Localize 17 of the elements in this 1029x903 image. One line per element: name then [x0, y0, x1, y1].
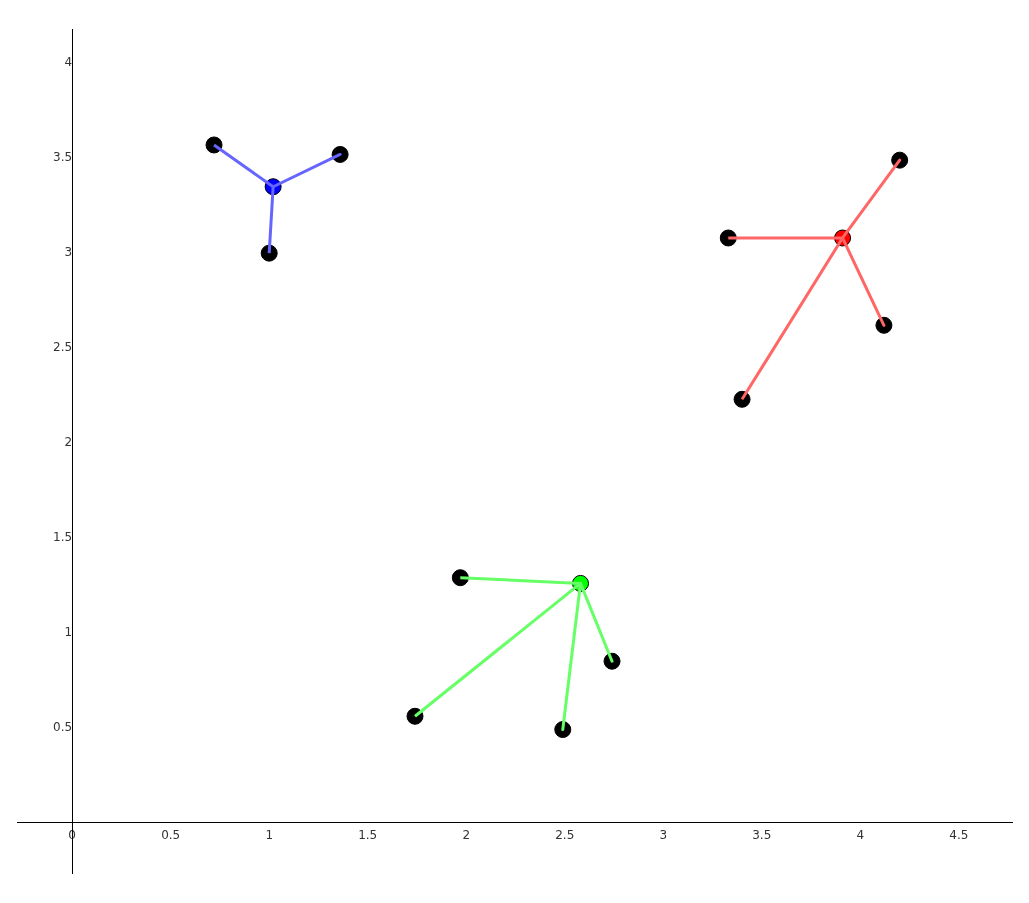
x-tick-label: 3	[659, 827, 668, 842]
x-tick-label: 0.5	[161, 827, 181, 842]
y-tick-label: 1	[64, 624, 73, 639]
y-tick-label: 2.5	[53, 340, 73, 355]
y-tick-label: 3	[64, 245, 73, 260]
x-tick-label: 4.5	[949, 827, 969, 842]
x-tick-label: 2.5	[555, 827, 575, 842]
y-tick-label: 1.5	[53, 529, 73, 544]
y-tick-label: 4	[64, 55, 73, 70]
y-tick-label: 3.5	[53, 150, 73, 165]
x-tick-label: 4	[856, 827, 865, 842]
x-tick-label: 2	[462, 827, 471, 842]
y-tick-label: 0.5	[53, 719, 73, 734]
x-tick-label: 1	[265, 827, 274, 842]
y-tick-label: 2	[64, 435, 73, 450]
x-tick-label: 3.5	[752, 827, 772, 842]
x-tick-label: 1.5	[358, 827, 378, 842]
